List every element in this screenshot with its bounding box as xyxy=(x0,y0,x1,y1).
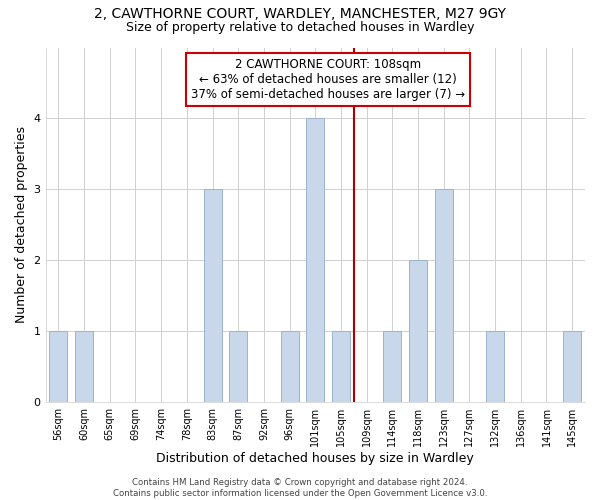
Bar xyxy=(332,332,350,402)
Bar xyxy=(435,190,453,402)
Bar xyxy=(203,190,221,402)
Bar xyxy=(563,332,581,402)
Bar xyxy=(383,332,401,402)
Text: 2, CAWTHORNE COURT, WARDLEY, MANCHESTER, M27 9GY: 2, CAWTHORNE COURT, WARDLEY, MANCHESTER,… xyxy=(94,8,506,22)
X-axis label: Distribution of detached houses by size in Wardley: Distribution of detached houses by size … xyxy=(157,452,474,465)
Bar xyxy=(306,118,324,402)
Bar xyxy=(75,332,93,402)
Bar xyxy=(409,260,427,402)
Bar xyxy=(229,332,247,402)
Bar xyxy=(281,332,299,402)
Y-axis label: Number of detached properties: Number of detached properties xyxy=(15,126,28,324)
Bar xyxy=(486,332,504,402)
Text: Contains HM Land Registry data © Crown copyright and database right 2024.
Contai: Contains HM Land Registry data © Crown c… xyxy=(113,478,487,498)
Text: 2 CAWTHORNE COURT: 108sqm
← 63% of detached houses are smaller (12)
37% of semi-: 2 CAWTHORNE COURT: 108sqm ← 63% of detac… xyxy=(191,58,465,101)
Text: Size of property relative to detached houses in Wardley: Size of property relative to detached ho… xyxy=(126,21,474,34)
Bar xyxy=(49,332,67,402)
